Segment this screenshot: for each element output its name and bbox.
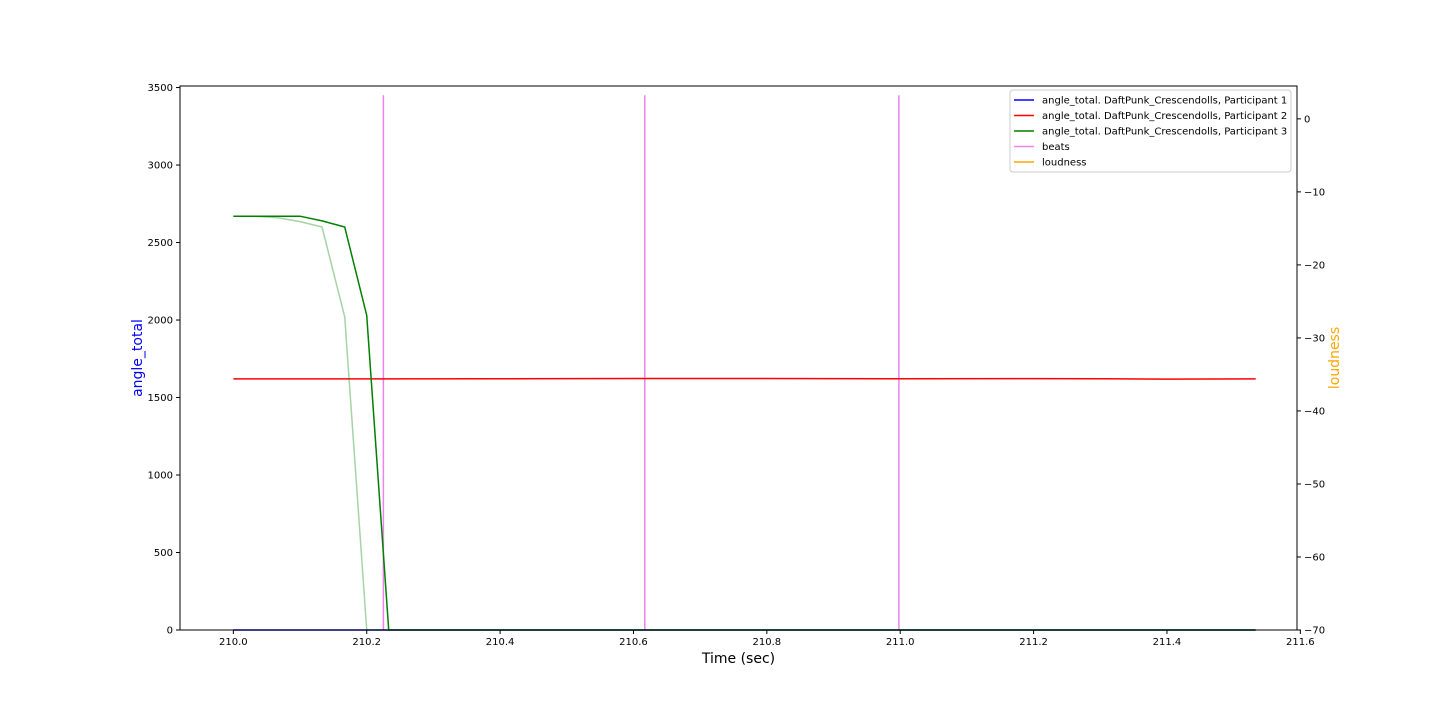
series-line-2: [233, 377, 1256, 380]
legend-label: angle_total. DaftPunk_Crescendolls, Part…: [1042, 111, 1287, 122]
y-left-ticks: 0 500 1000 1500 2000 2500 3000 3500: [148, 83, 180, 637]
y-right-tick-label: −70: [1304, 626, 1325, 637]
y-right-ticks: 0 −10 −20 −30 −40 −50 −60 −70: [1297, 114, 1325, 637]
x-tick-label: 210.4: [486, 637, 515, 648]
y-left-tick-label: 2000: [148, 316, 173, 327]
y-right-tick-label: −60: [1304, 552, 1325, 563]
x-tick-label: 210.0: [219, 637, 248, 648]
legend-box: [1009, 89, 1292, 173]
y-right-tick-label: 0: [1304, 114, 1310, 125]
y-axis-right-label: loudness: [1327, 327, 1343, 389]
y-right-tick-label: −30: [1304, 333, 1325, 344]
legend: angle_total. DaftPunk_Crescendolls, Part…: [1009, 89, 1292, 173]
series-line-4: [233, 215, 389, 631]
axes-frame: [179, 85, 1298, 631]
x-tick-label: 211.2: [1019, 637, 1048, 648]
y-left-tick-label: 2500: [148, 238, 173, 249]
y-left-tick-label: 1500: [148, 393, 173, 404]
beats-layer: [382, 95, 900, 630]
x-tick-label: 211.0: [886, 637, 915, 648]
y-left-tick-label: 3000: [148, 161, 173, 172]
x-axis-label: Time (sec): [701, 651, 775, 667]
x-tick-label: 210.2: [352, 637, 381, 648]
x-tick-label: 210.8: [753, 637, 782, 648]
y-right-tick-label: −50: [1304, 479, 1325, 490]
legend-label: beats: [1042, 142, 1070, 153]
y-left-tick-label: 3500: [148, 83, 173, 94]
x-tick-label: 211.4: [1153, 637, 1182, 648]
y-axis-left-label: angle_total: [130, 319, 146, 397]
legend-label: angle_total. DaftPunk_Crescendolls, Part…: [1042, 96, 1287, 107]
x-tick-label: 210.6: [619, 637, 648, 648]
y-right-tick-label: −10: [1304, 187, 1325, 198]
x-tick-label: 211.6: [1286, 637, 1315, 648]
y-left-tick-label: 0: [167, 626, 173, 637]
x-ticks: 210.0 210.2 210.4 210.6 210.8 211.0 211.2 211.4…: [219, 630, 1315, 648]
legend-label: angle_total. DaftPunk_Crescendolls, Part…: [1042, 127, 1287, 138]
y-left-tick-label: 1000: [148, 471, 173, 482]
y-right-tick-label: −20: [1304, 260, 1325, 271]
legend-label: loudness: [1042, 158, 1087, 169]
y-left-tick-label: 500: [154, 548, 173, 559]
y-right-tick-label: −40: [1304, 406, 1325, 417]
